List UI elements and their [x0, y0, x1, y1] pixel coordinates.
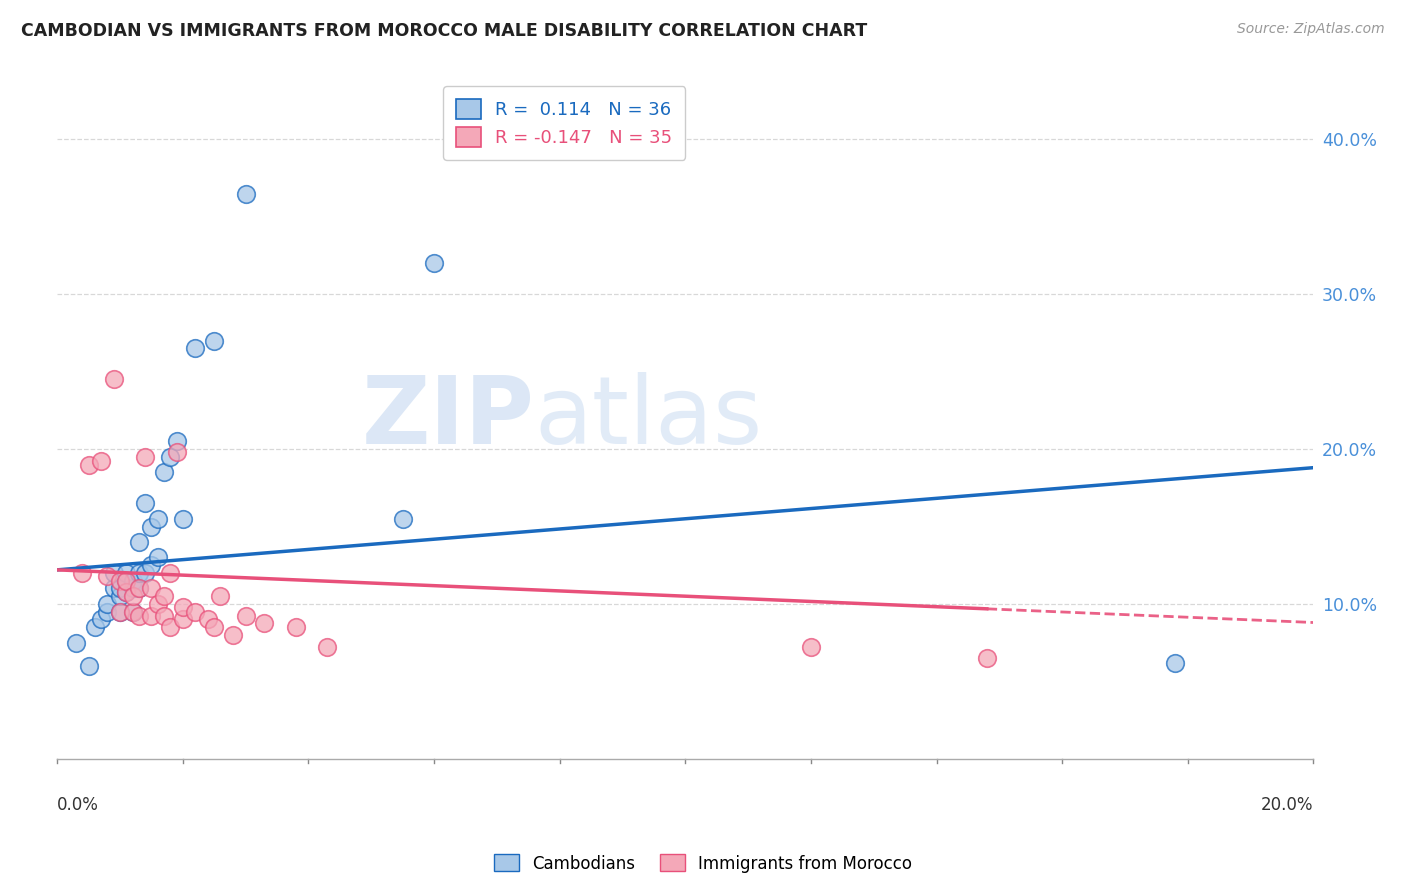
Point	[166, 445, 188, 459]
Point	[172, 512, 194, 526]
Text: ZIP: ZIP	[361, 372, 534, 464]
Point	[202, 334, 225, 348]
Point	[103, 372, 125, 386]
Point	[65, 635, 87, 649]
Text: Source: ZipAtlas.com: Source: ZipAtlas.com	[1237, 22, 1385, 37]
Point	[800, 640, 823, 655]
Point	[77, 458, 100, 472]
Point	[96, 605, 118, 619]
Point	[83, 620, 105, 634]
Point	[235, 609, 257, 624]
Point	[115, 566, 138, 580]
Point	[134, 566, 156, 580]
Point	[96, 569, 118, 583]
Point	[115, 584, 138, 599]
Point	[108, 605, 131, 619]
Point	[146, 550, 169, 565]
Point	[134, 496, 156, 510]
Point	[222, 628, 245, 642]
Point	[128, 609, 150, 624]
Point	[121, 589, 143, 603]
Point	[235, 186, 257, 201]
Point	[184, 342, 207, 356]
Point	[159, 566, 181, 580]
Point	[391, 512, 413, 526]
Point	[121, 605, 143, 619]
Point	[108, 574, 131, 588]
Point	[172, 612, 194, 626]
Point	[115, 574, 138, 588]
Point	[172, 600, 194, 615]
Point	[141, 558, 163, 573]
Point	[153, 609, 176, 624]
Point	[202, 620, 225, 634]
Point	[141, 582, 163, 596]
Point	[146, 597, 169, 611]
Point	[90, 454, 112, 468]
Text: atlas: atlas	[534, 372, 763, 464]
Point	[166, 434, 188, 449]
Text: 0.0%: 0.0%	[58, 797, 98, 814]
Point	[121, 574, 143, 588]
Point	[209, 589, 232, 603]
Point	[146, 512, 169, 526]
Point	[90, 612, 112, 626]
Point	[103, 566, 125, 580]
Point	[253, 615, 276, 630]
Point	[128, 566, 150, 580]
Point	[423, 256, 446, 270]
Point	[72, 566, 94, 580]
Text: 20.0%: 20.0%	[1261, 797, 1313, 814]
Point	[121, 605, 143, 619]
Point	[184, 605, 207, 619]
Point	[134, 450, 156, 464]
Point	[115, 574, 138, 588]
Point	[141, 519, 163, 533]
Point	[128, 582, 150, 596]
Point	[108, 589, 131, 603]
Legend: Cambodians, Immigrants from Morocco: Cambodians, Immigrants from Morocco	[486, 847, 920, 880]
Point	[159, 620, 181, 634]
Legend: R =  0.114   N = 36, R = -0.147   N = 35: R = 0.114 N = 36, R = -0.147 N = 35	[443, 87, 685, 160]
Point	[1164, 656, 1187, 670]
Point	[316, 640, 339, 655]
Point	[121, 582, 143, 596]
Point	[153, 465, 176, 479]
Point	[976, 651, 998, 665]
Text: CAMBODIAN VS IMMIGRANTS FROM MOROCCO MALE DISABILITY CORRELATION CHART: CAMBODIAN VS IMMIGRANTS FROM MOROCCO MAL…	[21, 22, 868, 40]
Point	[77, 658, 100, 673]
Point	[128, 582, 150, 596]
Point	[153, 589, 176, 603]
Point	[128, 535, 150, 549]
Point	[103, 582, 125, 596]
Point	[108, 582, 131, 596]
Point	[197, 612, 219, 626]
Point	[108, 605, 131, 619]
Point	[141, 609, 163, 624]
Point	[115, 584, 138, 599]
Point	[159, 450, 181, 464]
Point	[284, 620, 307, 634]
Point	[96, 597, 118, 611]
